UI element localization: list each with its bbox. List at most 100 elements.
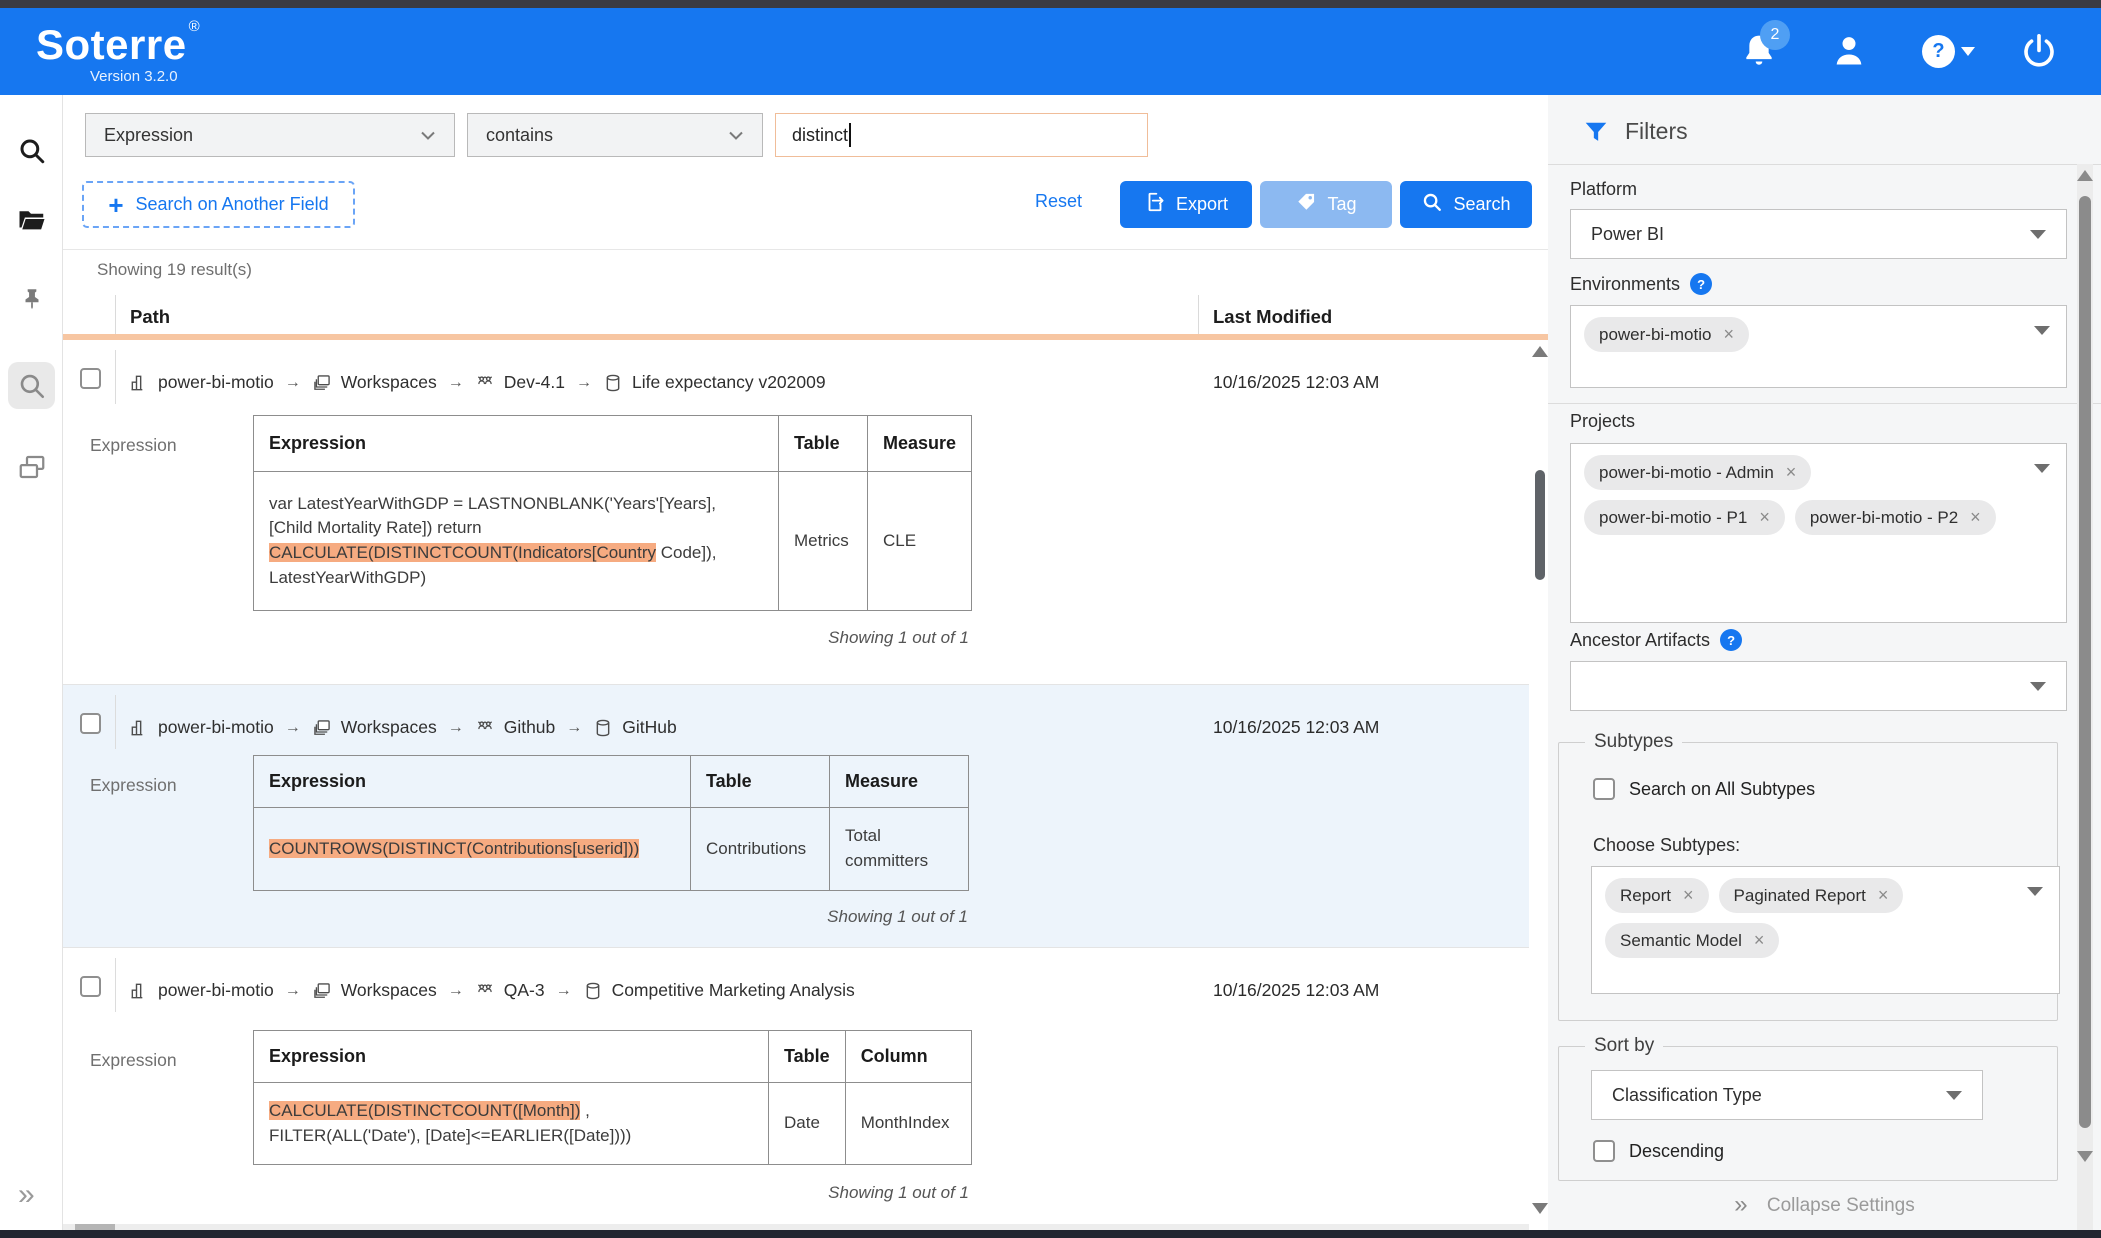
search-icon[interactable]: [17, 136, 47, 166]
chip-remove-icon[interactable]: ×: [1759, 507, 1770, 527]
chevron-down-icon: [724, 123, 748, 147]
search-query-input[interactable]: distinct: [775, 113, 1148, 157]
breadcrumb-item[interactable]: power-bi-motio: [158, 372, 274, 392]
reset-button[interactable]: Reset: [1035, 191, 1083, 211]
tag-icon: [1295, 191, 1317, 218]
subtypes-multiselect[interactable]: Report × Paginated Report × Semantic Model ×: [1591, 866, 2060, 994]
search-another-field-button[interactable]: + Search on Another Field: [82, 181, 355, 228]
row-footer: Showing 1 out of 1: [828, 1183, 969, 1202]
row-checkbox[interactable]: [80, 713, 101, 734]
results-scroll-up-icon[interactable]: [1532, 346, 1548, 357]
chip-label: Report: [1620, 885, 1672, 905]
rail-expand-icon[interactable]: »: [18, 1178, 35, 1211]
descending-checkbox[interactable]: Descending: [1593, 1140, 1724, 1162]
row-checkbox[interactable]: [80, 976, 101, 997]
main-content: Expression contains distinct + Search on…: [63, 95, 1548, 1238]
sort-legend: Sort by: [1594, 1035, 1655, 1056]
modified-column-header: Last Modified: [1213, 306, 1333, 327]
folder-open-icon[interactable]: [17, 205, 47, 235]
chip-label: Semantic Model: [1620, 930, 1742, 950]
search-all-subtypes-checkbox[interactable]: Search on All Subtypes: [1593, 778, 1815, 800]
row-checkbox[interactable]: [80, 368, 101, 389]
logout-button[interactable]: [2020, 32, 2058, 70]
platform-select[interactable]: Power BI: [1570, 209, 2067, 259]
breadcrumb: power-bi-motio → Workspaces → QA-3 → Competiti…: [129, 980, 855, 1001]
filters-scroll-up-icon[interactable]: [2077, 170, 2093, 181]
chevron-down-icon: [1961, 46, 1975, 56]
breadcrumb-item[interactable]: Workspaces: [340, 372, 437, 392]
arrow-right-icon: →: [447, 373, 464, 391]
breadcrumb-item[interactable]: Dev-4.1: [503, 372, 565, 392]
chip-remove-icon[interactable]: ×: [1785, 462, 1797, 482]
filter-chip[interactable]: Semantic Model ×: [1605, 923, 1780, 958]
filters-scroll-down-icon[interactable]: [2077, 1151, 2093, 1162]
arrow-right-icon: →: [575, 373, 592, 391]
windows-icon[interactable]: [17, 452, 47, 482]
notifications-button[interactable]: 2: [1740, 20, 1790, 70]
export-icon: [1144, 191, 1166, 218]
filter-chip[interactable]: power-bi-motio - P1 ×: [1584, 500, 1785, 535]
chip-remove-icon[interactable]: ×: [1970, 507, 1981, 527]
breadcrumb: power-bi-motio → Workspaces → Dev-4.1 → Life e…: [129, 372, 826, 393]
horizontal-scrollbar[interactable]: [63, 1224, 1529, 1230]
breadcrumb-item[interactable]: GitHub: [622, 717, 677, 737]
result-row[interactable]: power-bi-motio → Workspaces → Github → GitHub 1…: [63, 684, 1529, 947]
help-badge-icon[interactable]: ?: [1720, 629, 1743, 651]
chip-label: Paginated Report: [1733, 885, 1866, 905]
breadcrumb-item[interactable]: Workspaces: [340, 717, 437, 737]
collapse-settings-button[interactable]: » Collapse Settings: [1548, 1191, 2101, 1219]
result-row[interactable]: power-bi-motio → Workspaces → QA-3 → Competiti…: [63, 947, 1529, 1224]
arrow-right-icon: →: [555, 981, 572, 999]
help-button[interactable]: ?: [1922, 32, 1982, 70]
filter-chip[interactable]: power-bi-motio - Admin ×: [1584, 455, 1812, 490]
chip-label: power-bi-motio - P1: [1599, 507, 1748, 527]
ancestor-artifacts-select[interactable]: [1570, 661, 2067, 711]
filter-chip[interactable]: power-bi-motio - P2 ×: [1794, 500, 1996, 535]
divider: [115, 295, 116, 334]
filter-chip[interactable]: Paginated Report ×: [1718, 878, 1904, 913]
expression-text: [Child Mortality Rate]) return: [269, 518, 482, 538]
search-operator-select[interactable]: contains: [467, 113, 763, 157]
breadcrumb-item[interactable]: Github: [503, 717, 556, 737]
chip-remove-icon[interactable]: ×: [1683, 885, 1694, 905]
environments-multiselect[interactable]: power-bi-motio ×: [1570, 305, 2067, 388]
horizontal-scrollbar-thumb[interactable]: [75, 1224, 115, 1230]
sort-select[interactable]: Classification Type: [1591, 1070, 1983, 1120]
projects-multiselect[interactable]: power-bi-motio - Admin × power-bi-motio - …: [1570, 443, 2067, 623]
results-scrollbar-thumb[interactable]: [1535, 470, 1545, 580]
result-row[interactable]: power-bi-motio → Workspaces → Dev-4.1 → Life e…: [63, 340, 1529, 684]
table-cell: Contributions: [690, 807, 830, 891]
dataset-icon: [603, 373, 623, 393]
pin-icon[interactable]: [19, 286, 45, 312]
breadcrumb-item[interactable]: Life expectancy v202009: [631, 372, 826, 392]
search-field-value: Expression: [104, 124, 194, 145]
highlighted-match: CALCULATE(DISTINCTCOUNT([Month]): [269, 1100, 581, 1120]
help-badge-icon[interactable]: ?: [1690, 273, 1713, 295]
results-scroll-down-icon[interactable]: [1532, 1203, 1548, 1214]
filters-title: Filters: [1583, 118, 1688, 145]
filter-chip[interactable]: Report ×: [1605, 878, 1709, 913]
breadcrumb-item[interactable]: Competitive Marketing Analysis: [611, 980, 855, 1000]
checkbox-icon: [1593, 1140, 1615, 1162]
expression-table-header: Measure: [866, 415, 973, 472]
highlighted-match: CALCULATE(DISTINCTCOUNT(Indicators[Count…: [269, 543, 656, 562]
chip-remove-icon[interactable]: ×: [1753, 930, 1765, 950]
filter-chip[interactable]: power-bi-motio ×: [1584, 317, 1749, 352]
chip-remove-icon[interactable]: ×: [1723, 324, 1734, 344]
breadcrumb-item[interactable]: Workspaces: [340, 980, 437, 1000]
user-button[interactable]: [1830, 32, 1868, 70]
workspaces-icon: [312, 718, 332, 738]
window-top-strip: [0, 0, 2101, 8]
breadcrumb-item[interactable]: QA-3: [503, 980, 545, 1000]
export-button[interactable]: Export: [1120, 181, 1252, 228]
field-label: Expression: [90, 435, 177, 455]
search-field-select[interactable]: Expression: [85, 113, 455, 157]
breadcrumb-item[interactable]: power-bi-motio: [158, 717, 274, 737]
search-button[interactable]: Search: [1400, 181, 1532, 228]
filters-scrollbar-thumb[interactable]: [2079, 196, 2091, 1128]
tag-button[interactable]: Tag: [1260, 181, 1392, 228]
search-results-icon[interactable]: [17, 371, 47, 401]
breadcrumb-item[interactable]: power-bi-motio: [158, 980, 274, 1000]
chip-remove-icon[interactable]: ×: [1877, 885, 1889, 905]
expression-table: Expression Table Measure var LatestYearWith…: [253, 415, 973, 611]
